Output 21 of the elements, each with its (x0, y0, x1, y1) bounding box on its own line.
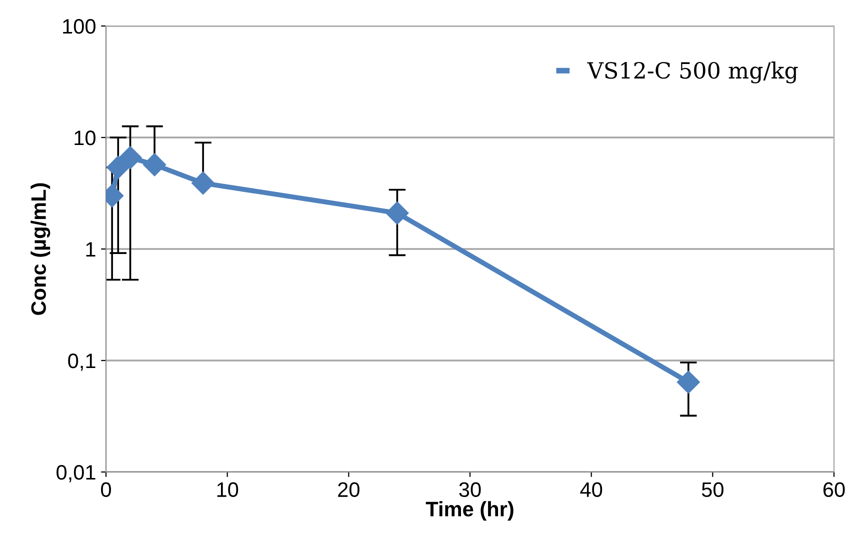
y-tick-label: 0,01 (56, 465, 96, 482)
y-tick-label: 1 (86, 242, 96, 257)
point (118, 146, 142, 170)
x-axis-title: Time (hr) (426, 501, 514, 521)
x-tick-label: 10 (217, 482, 238, 498)
legend-label: VS12-C 500 mg/kg (587, 62, 798, 84)
x-tick-label: 0 (101, 482, 111, 498)
x-tick-label: 60 (823, 482, 845, 498)
x-tick-label: 30 (459, 482, 481, 498)
point (192, 172, 215, 195)
y-tick-label: 10 (74, 130, 96, 146)
x-tick-label: 40 (580, 482, 602, 498)
x-tick-label: 50 (702, 482, 724, 498)
y-tick-label: 0,1 (68, 354, 96, 371)
y-tick-label: 100 (63, 19, 96, 34)
point (386, 202, 409, 225)
point (676, 370, 700, 394)
point (106, 156, 130, 179)
point (143, 153, 166, 176)
y-axis-title: Conc (µg/mL) (30, 183, 50, 315)
x-tick-label: 20 (338, 482, 360, 498)
